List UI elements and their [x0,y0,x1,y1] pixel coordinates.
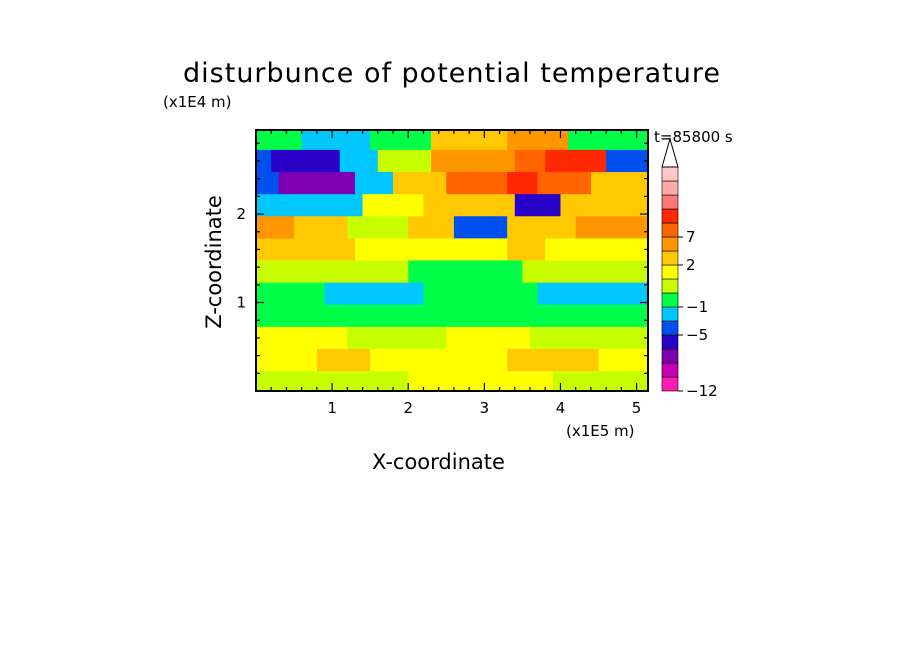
heatmap-cell [256,260,409,284]
heatmap-cell [598,348,648,372]
y-tick-label: 2 [236,205,246,223]
colorbar-swatch [661,278,679,294]
colorbar-swatch [661,320,679,336]
heatmap-cell [446,172,508,195]
heatmap-cell [568,130,648,151]
heatmap-cell [431,149,516,173]
heatmap-cell [507,348,600,372]
heatmap-cell [377,149,432,173]
heatmap-cell [256,348,318,372]
heatmap-cell [560,194,648,217]
heatmap-cell [530,326,648,350]
heatmap-cell [256,130,303,151]
colorbar-swatch [661,292,679,308]
colorbar-swatch [661,236,679,252]
heatmap-cell [545,238,648,261]
colorbar-swatch [661,306,679,322]
plot-frame [255,129,649,392]
heatmap-cell [370,348,508,372]
colorbar-tick-label: −1 [686,298,708,316]
heatmap-cell [393,172,447,195]
colorbar-swatch [661,362,679,378]
x-tick-label: 4 [556,399,566,417]
y-tick-label: 1 [236,294,246,312]
heatmap-cell [256,304,648,328]
heatmap-cell [408,371,554,391]
heatmap-cell [324,282,424,306]
colorbar-swatch [661,222,679,238]
heatmap-cell [423,194,516,217]
heatmap-cell [316,348,371,372]
heatmap-cell [423,238,508,261]
heatmap-cell [256,238,356,261]
heatmap-cell [431,130,508,151]
heatmap-cell [446,326,531,350]
heatmap-cell [537,282,648,306]
heatmap-cell [354,238,424,261]
heatmap-cell [575,216,648,239]
colorbar-swatch [661,264,679,280]
colorbar-swatch [661,208,679,224]
heatmap-cell [339,149,379,173]
x-tick-label: 3 [480,399,490,417]
heatmap-cell [370,130,432,151]
colorbar-swatch [661,166,679,182]
heatmap-cell [507,238,546,261]
heatmap-cell [278,172,356,195]
heatmap-cell [453,216,508,239]
heatmap-field [256,130,648,391]
heatmap-cell [507,172,539,195]
colorbar-swatch [661,250,679,266]
colorbar-tick-label: 2 [686,256,696,274]
colorbar-tick-label: 7 [686,228,696,246]
heatmap-cell [256,326,348,350]
heatmap-cell [408,260,523,284]
heatmap-cell [347,216,409,239]
heatmap-cell [514,194,561,217]
heatmap-cell [256,282,326,306]
heatmap-cell [545,149,607,173]
colorbar-swatch [661,348,679,364]
heatmap-cell [362,194,424,217]
x-tick-label: 5 [632,399,642,417]
colorbar-tick-label: −5 [686,326,708,344]
heatmap-cell [606,149,648,173]
heatmap-cell [256,371,409,391]
heatmap-cell [256,194,364,217]
x-tick-label: 2 [403,399,413,417]
colorbar-tick-label: −12 [686,382,718,400]
heatmap-cell [537,172,592,195]
heatmap-cell [507,130,569,151]
colorbar-swatch [661,376,679,392]
heatmap-cell [514,149,546,173]
heatmap-cell [408,216,455,239]
heatmap-cell [590,172,648,195]
heatmap-cell [354,172,394,195]
x-tick-label: 1 [327,399,337,417]
heatmap-cell [271,149,341,173]
y-axis-unit: (x1E4 m) [163,93,232,111]
heatmap-cell [256,216,295,239]
colorbar-swatch [661,334,679,350]
heatmap-cell [522,260,648,284]
heatmap-cell [347,326,447,350]
x-axis-unit: (x1E5 m) [566,422,635,440]
heatmap-cell [256,172,280,195]
colorbar-swatch [661,180,679,196]
heatmap-cell [507,216,577,239]
heatmap-cell [552,371,648,391]
time-annotation: t=85800 s [654,128,733,146]
heatmap-cell [423,282,539,306]
chart-title: disturbunce of potential temperature [183,58,721,89]
colorbar-swatch [661,194,679,210]
x-axis-label: X-coordinate [372,450,505,474]
heatmap-cell [294,216,348,239]
heatmap-cell [301,130,371,151]
colorbar-extend-arrow [661,137,679,168]
heatmap-cell [256,149,272,173]
